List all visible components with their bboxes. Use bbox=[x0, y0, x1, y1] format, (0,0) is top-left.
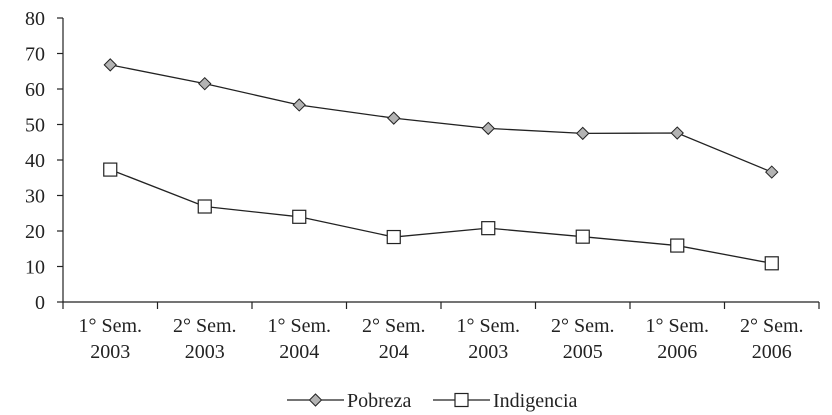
x-tick-label: 2° Sem. bbox=[740, 315, 804, 337]
x-tick-label: 2° Sem. bbox=[362, 315, 426, 337]
x-tick-label: 1° Sem. bbox=[456, 315, 520, 337]
data-point-pobreza bbox=[765, 165, 779, 179]
data-point-indigencia bbox=[764, 256, 779, 271]
x-tick-label: 2003 bbox=[185, 341, 225, 363]
legend: Pobreza Indigencia bbox=[287, 390, 578, 412]
y-tick-label: 20 bbox=[25, 221, 45, 243]
legend-label: Pobreza bbox=[347, 390, 412, 412]
y-tick-label: 80 bbox=[25, 8, 45, 30]
legend-marker bbox=[308, 393, 323, 407]
x-tick-label: 2003 bbox=[90, 341, 130, 363]
x-tick-label: 2005 bbox=[563, 341, 603, 363]
axes: 0 10 20 30 40 50 60 70 80 1° Sem. 2003 2° Sem. 2003 1… bbox=[25, 8, 820, 363]
x-tick-label: 2004 bbox=[279, 341, 319, 363]
x-tick-label: 2003 bbox=[468, 341, 508, 363]
x-tick-label: 1° Sem. bbox=[645, 315, 709, 337]
data-point-pobreza bbox=[576, 126, 590, 141]
data-point-indigencia bbox=[575, 229, 590, 244]
data-point-indigencia bbox=[103, 162, 118, 177]
y-tick-label: 10 bbox=[25, 257, 45, 279]
series-indigencia bbox=[103, 162, 779, 271]
data-point-indigencia bbox=[197, 199, 212, 214]
x-tick-label: 2006 bbox=[657, 341, 697, 363]
data-point-pobreza bbox=[292, 98, 306, 112]
x-tick-label: 1° Sem. bbox=[78, 315, 142, 337]
data-point-indigencia bbox=[386, 229, 401, 245]
series-pobreza bbox=[103, 58, 779, 179]
legend-item-pobreza: Pobreza bbox=[287, 390, 412, 412]
series-line-indigencia bbox=[110, 168, 772, 264]
x-tick-label: 1° Sem. bbox=[267, 315, 331, 337]
data-point-pobreza bbox=[481, 121, 495, 136]
data-point-pobreza bbox=[670, 126, 684, 140]
y-tick-label: 40 bbox=[25, 150, 45, 172]
x-tick-label: 2006 bbox=[752, 341, 792, 363]
data-point-pobreza bbox=[103, 58, 117, 72]
legend-label: Indigencia bbox=[493, 390, 578, 412]
x-tick-label: 2° Sem. bbox=[551, 315, 615, 337]
legend-item-indigencia: Indigencia bbox=[433, 390, 578, 412]
y-tick-label: 60 bbox=[25, 79, 45, 101]
y-tick-label: 50 bbox=[25, 115, 45, 137]
series-line-pobreza bbox=[110, 64, 772, 173]
series-lines bbox=[103, 58, 779, 271]
data-point-indigencia bbox=[481, 221, 496, 236]
data-point-pobreza bbox=[198, 76, 212, 91]
y-tick-label: 30 bbox=[25, 186, 45, 208]
data-point-indigencia bbox=[670, 238, 685, 253]
data-point-indigencia bbox=[292, 209, 307, 224]
x-tick-label: 204 bbox=[379, 341, 409, 363]
y-tick-label: 70 bbox=[25, 44, 45, 66]
legend-marker bbox=[454, 392, 469, 408]
y-tick-label: 0 bbox=[35, 292, 45, 314]
data-point-pobreza bbox=[387, 111, 401, 125]
x-tick-label: 2° Sem. bbox=[173, 315, 237, 337]
